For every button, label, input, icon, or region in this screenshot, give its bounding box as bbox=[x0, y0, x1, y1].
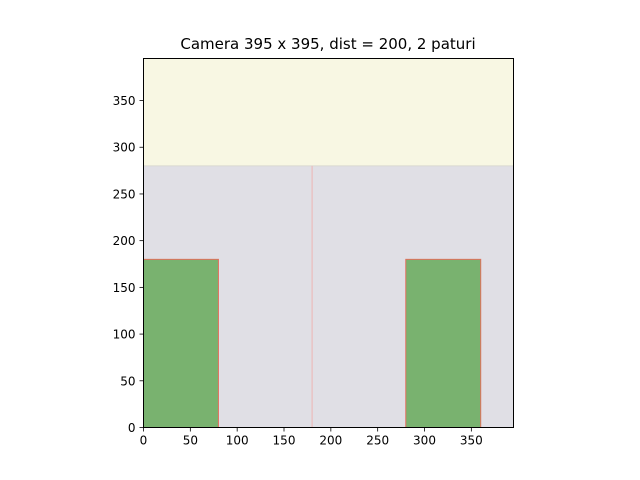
x-tick-label: 0 bbox=[140, 434, 148, 448]
bed-1 bbox=[143, 258, 219, 429]
x-tick-label: 300 bbox=[413, 434, 436, 448]
y-tick-label: 300 bbox=[113, 141, 136, 155]
y-axis: 0 50 100 150 200 250 300 350 bbox=[113, 94, 144, 435]
plot-area bbox=[143, 58, 514, 429]
x-tick-label: 150 bbox=[273, 434, 296, 448]
x-tick-label: 250 bbox=[366, 434, 389, 448]
y-tick-label: 250 bbox=[113, 187, 136, 201]
x-tick-label: 350 bbox=[460, 434, 483, 448]
y-tick-label: 200 bbox=[113, 234, 136, 248]
top-zone bbox=[143, 58, 514, 166]
axes-frame bbox=[143, 58, 514, 428]
chart-title: Camera 395 x 395, dist = 200, 2 paturi bbox=[180, 35, 475, 53]
x-axis: 0 50 100 150 200 250 300 350 bbox=[140, 427, 483, 448]
y-tick-label: 0 bbox=[128, 421, 136, 435]
y-tick-label: 350 bbox=[113, 94, 136, 108]
y-tick-label: 150 bbox=[113, 281, 136, 295]
x-tick-label: 50 bbox=[183, 434, 198, 448]
y-tick-label: 100 bbox=[113, 328, 136, 342]
x-tick-label: 100 bbox=[226, 434, 249, 448]
y-tick-label: 50 bbox=[120, 374, 135, 388]
bed-2 bbox=[405, 258, 482, 429]
x-tick-label: 200 bbox=[319, 434, 342, 448]
